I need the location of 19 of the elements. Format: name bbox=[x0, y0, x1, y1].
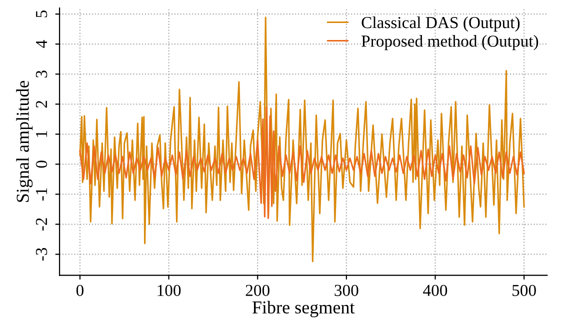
legend-label: Proposed method (Output) bbox=[362, 35, 538, 50]
y-tick-label: 4 bbox=[36, 40, 47, 48]
x-axis-title: Fibre segment bbox=[252, 300, 355, 318]
y-tick-label: -3 bbox=[36, 248, 48, 261]
y-tick-label: 5 bbox=[36, 10, 48, 18]
y-axis-title: Signal amplitude bbox=[16, 80, 33, 202]
x-tick-label: 500 bbox=[512, 284, 536, 296]
y-tick-label: 2 bbox=[36, 100, 47, 108]
y-tick-label: 0 bbox=[36, 160, 48, 168]
x-tick-label: 100 bbox=[158, 284, 181, 296]
legend-label: Classical DAS (Output) bbox=[362, 16, 520, 32]
y-tick-label: 1 bbox=[36, 131, 47, 137]
x-tick-label: 300 bbox=[334, 284, 358, 296]
y-tick-label: 3 bbox=[36, 70, 48, 78]
x-tick-label: 0 bbox=[76, 284, 84, 296]
y-tick-label: -2 bbox=[36, 218, 47, 231]
x-tick-label: 200 bbox=[246, 284, 270, 296]
y-tick-label: -1 bbox=[36, 188, 47, 201]
x-tick-label: 400 bbox=[423, 284, 448, 296]
